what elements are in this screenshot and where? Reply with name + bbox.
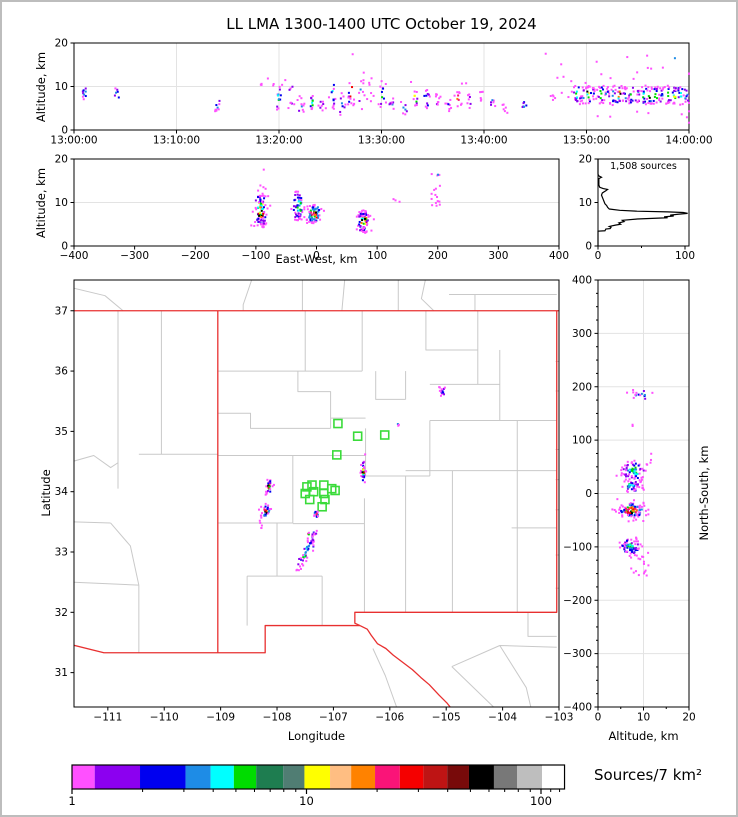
svg-text:−100: −100 [563, 541, 592, 553]
svg-text:400: 400 [572, 275, 592, 287]
svg-text:−108: −108 [263, 712, 292, 724]
svg-text:10: 10 [579, 197, 592, 209]
ns-altitude-panel: 0 10 20 −400 −300 −200 −100 0 100 200 300 400 [563, 275, 696, 724]
svg-text:10: 10 [55, 197, 68, 209]
svg-text:−107: −107 [319, 712, 348, 724]
svg-text:300: 300 [488, 250, 508, 262]
ew-panel-ylabel: Altitude, km [34, 167, 48, 239]
svg-text:−200: −200 [563, 595, 592, 607]
svg-text:10: 10 [55, 81, 68, 93]
figure-title: LL LMA 1300-1400 UTC October 19, 2024 [226, 15, 537, 33]
svg-text:37: 37 [55, 305, 68, 317]
map-layers [74, 280, 559, 707]
svg-text:200: 200 [572, 381, 592, 393]
map-ylabel: Latitude [39, 469, 53, 517]
svg-text:33: 33 [55, 547, 68, 559]
source-count-annotation: 1,508 sources [610, 161, 677, 172]
svg-text:−300: −300 [120, 250, 149, 262]
svg-text:100: 100 [530, 794, 552, 808]
svg-text:13:00:00: 13:00:00 [50, 135, 97, 147]
svg-text:1: 1 [68, 794, 75, 808]
svg-text:20: 20 [579, 154, 592, 166]
svg-text:−104: −104 [488, 712, 517, 724]
svg-text:36: 36 [55, 366, 69, 378]
svg-text:100: 100 [675, 250, 695, 262]
svg-text:400: 400 [549, 250, 569, 262]
colorbar: 1 10 100 [68, 764, 566, 808]
time-panel-ylabel: Altitude, km [34, 51, 48, 123]
svg-text:20: 20 [55, 154, 68, 166]
svg-text:−400: −400 [60, 250, 89, 262]
svg-text:−300: −300 [563, 648, 592, 660]
plan-view-map-panel: −111 −110 −109 −108 −107 −106 −105 −104 −103 31 32… [55, 279, 574, 724]
svg-text:13:40:00: 13:40:00 [460, 135, 507, 147]
svg-text:0: 0 [61, 125, 68, 137]
svg-text:−109: −109 [206, 712, 235, 724]
svg-text:35: 35 [55, 426, 68, 438]
svg-text:0: 0 [585, 488, 592, 500]
svg-text:−103: −103 [545, 712, 574, 724]
svg-text:34: 34 [55, 486, 69, 498]
svg-text:10: 10 [637, 712, 650, 724]
svg-text:200: 200 [428, 250, 448, 262]
svg-text:−400: −400 [563, 702, 592, 714]
svg-text:−111: −111 [93, 712, 122, 724]
colorbar-label: Sources/7 km² [594, 766, 703, 784]
svg-text:−106: −106 [375, 712, 404, 724]
svg-text:14:00:00: 14:00:00 [665, 135, 712, 147]
svg-text:20: 20 [55, 38, 68, 50]
svg-text:31: 31 [55, 667, 68, 679]
svg-text:300: 300 [572, 328, 592, 340]
altitude-histogram-panel: 0 100 0 10 20 [579, 154, 695, 263]
ns-panel-xlabel: Altitude, km [608, 729, 679, 743]
time-altitude-panel: 13:00:00 13:10:00 13:20:00 13:30:00 13:40:00… [50, 38, 712, 147]
svg-text:13:20:00: 13:20:00 [255, 135, 302, 147]
svg-text:13:50:00: 13:50:00 [563, 135, 610, 147]
svg-text:0: 0 [313, 250, 320, 262]
svg-text:−200: −200 [181, 250, 210, 262]
ns-panel-ylabel: North-South, km [697, 445, 711, 541]
svg-text:−100: −100 [241, 250, 270, 262]
svg-text:100: 100 [367, 250, 387, 262]
svg-text:0: 0 [595, 712, 602, 724]
svg-text:32: 32 [55, 607, 68, 619]
svg-text:−105: −105 [432, 712, 461, 724]
svg-text:10: 10 [299, 794, 314, 808]
svg-text:13:30:00: 13:30:00 [358, 135, 405, 147]
svg-text:−110: −110 [150, 712, 179, 724]
ew-altitude-panel: −400 −300 −200 −100 0 100 200 300 400 0 10 20 [55, 154, 569, 263]
svg-text:0: 0 [61, 241, 68, 253]
svg-text:0: 0 [585, 241, 592, 253]
svg-text:0: 0 [595, 250, 602, 262]
ew-panel-xlabel: East-West, km [275, 252, 358, 266]
svg-text:13:10:00: 13:10:00 [153, 135, 200, 147]
svg-text:100: 100 [572, 435, 592, 447]
svg-text:20: 20 [682, 712, 695, 724]
map-xlabel: Longitude [287, 729, 346, 743]
